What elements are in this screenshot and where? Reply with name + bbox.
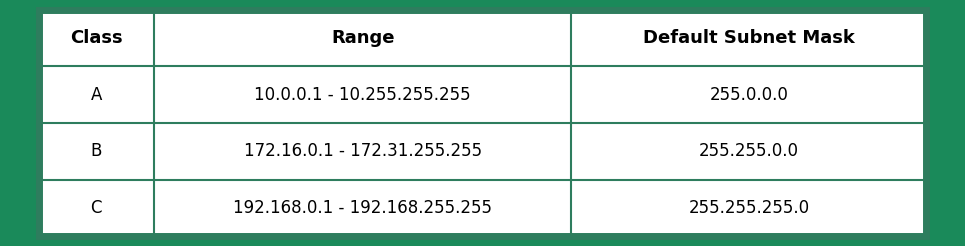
Text: 255.0.0.0: 255.0.0.0 (709, 86, 788, 104)
Text: 10.0.0.1 - 10.255.255.255: 10.0.0.1 - 10.255.255.255 (255, 86, 471, 104)
Text: 172.16.0.1 - 172.31.255.255: 172.16.0.1 - 172.31.255.255 (243, 142, 482, 160)
Text: Class: Class (70, 29, 123, 47)
Text: B: B (91, 142, 102, 160)
Text: 255.255.255.0: 255.255.255.0 (688, 199, 810, 217)
Text: C: C (91, 199, 102, 217)
Text: Range: Range (331, 29, 395, 47)
Text: Default Subnet Mask: Default Subnet Mask (643, 29, 855, 47)
FancyBboxPatch shape (39, 10, 926, 236)
Text: 255.255.0.0: 255.255.0.0 (699, 142, 799, 160)
Text: 192.168.0.1 - 192.168.255.255: 192.168.0.1 - 192.168.255.255 (234, 199, 492, 217)
Text: A: A (91, 86, 102, 104)
